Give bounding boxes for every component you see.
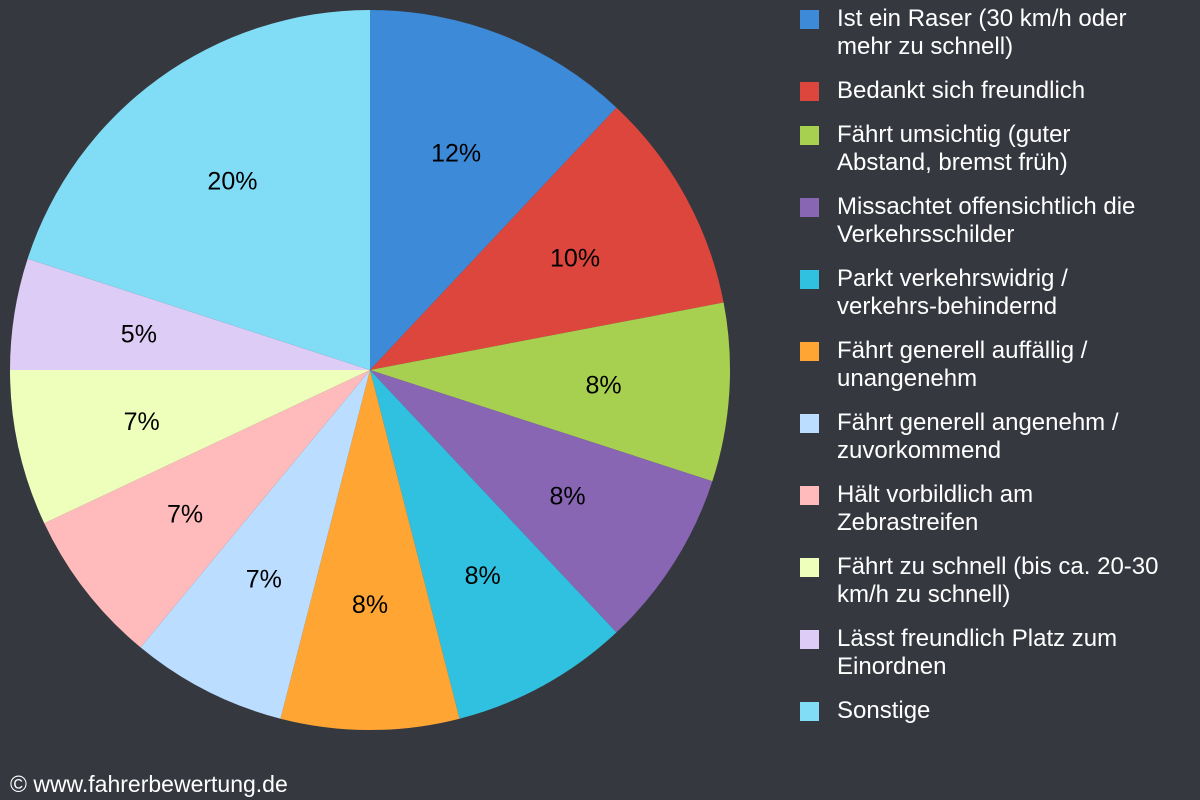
pie-slice <box>44 370 370 648</box>
legend-label: Bedankt sich freundlich <box>837 77 1086 104</box>
legend-label: Parkt verkehrswidrig / verkehrs-behinder… <box>837 265 1068 320</box>
pie-chart: 12% 10% 8% 8% 8% 8% 7% 7% 7% 5% 20% <box>10 10 731 730</box>
legend-item: Fährt zu schnell (bis ca. 20-30 km/h zu … <box>800 553 1190 609</box>
legend-swatch <box>800 198 819 217</box>
pie-slice <box>370 370 713 633</box>
slice-data-label: 20% <box>207 168 257 196</box>
pie-slice <box>370 302 731 482</box>
legend-swatch <box>800 558 819 577</box>
pie-slice <box>370 107 724 371</box>
legend-item: Hält vorbildlich am Zebrastreifen <box>800 481 1190 537</box>
legend-item: Sonstige <box>800 697 1190 725</box>
pie-slice <box>10 258 370 370</box>
pie-slice <box>140 370 370 719</box>
legend: Ist ein Raser (30 km/h oder mehr zu schn… <box>800 5 1190 725</box>
legend-label: Hält vorbildlich am Zebrastreifen <box>837 481 1034 536</box>
legend-swatch <box>800 486 819 505</box>
pie-slice <box>370 10 617 370</box>
legend-swatch <box>800 414 819 433</box>
pie-slice <box>280 370 460 730</box>
legend-label: Fährt umsichtig (guter Abstand, bremst f… <box>837 121 1071 176</box>
legend-label: Fährt generell angenehm / zuvorkommend <box>837 409 1119 464</box>
legend-label: Sonstige <box>837 697 931 724</box>
legend-label: Fährt zu schnell (bis ca. 20-30 km/h zu … <box>837 553 1159 608</box>
pie-slice <box>27 10 370 370</box>
legend-swatch <box>800 270 819 289</box>
pie-slice <box>10 370 370 524</box>
slice-data-label: 7% <box>167 500 203 528</box>
legend-item: Parkt verkehrswidrig / verkehrs-behinder… <box>800 265 1190 321</box>
slice-data-label: 7% <box>246 565 282 593</box>
legend-swatch <box>800 10 819 29</box>
legend-item: Fährt generell angenehm / zuvorkommend <box>800 409 1190 465</box>
legend-swatch <box>800 702 819 721</box>
legend-label: Ist ein Raser (30 km/h oder mehr zu schn… <box>837 5 1127 60</box>
legend-swatch <box>800 630 819 649</box>
slice-data-label: 10% <box>550 244 600 272</box>
copyright-credit: © www.fahrerbewertung.de <box>10 771 288 797</box>
legend-label: Fährt generell auffällig / unangenehm <box>837 337 1088 392</box>
slice-data-label: 8% <box>352 591 388 619</box>
legend-label: Missachtet offensichtlich die Verkehrssc… <box>837 193 1136 248</box>
slice-data-label: 5% <box>121 320 157 348</box>
pie-slice <box>370 370 617 719</box>
legend-item: Bedankt sich freundlich <box>800 77 1190 105</box>
slice-data-label: 8% <box>465 562 501 590</box>
legend-item: Fährt umsichtig (guter Abstand, bremst f… <box>800 121 1190 177</box>
legend-swatch <box>800 126 819 145</box>
legend-item: Lässt freundlich Platz zum Einordnen <box>800 625 1190 681</box>
legend-item: Ist ein Raser (30 km/h oder mehr zu schn… <box>800 5 1190 61</box>
slice-data-label: 12% <box>431 139 481 167</box>
legend-item: Fährt generell auffällig / unangenehm <box>800 337 1190 393</box>
legend-label: Lässt freundlich Platz zum Einordnen <box>837 625 1118 680</box>
legend-swatch <box>800 342 819 361</box>
legend-item: Missachtet offensichtlich die Verkehrssc… <box>800 193 1190 249</box>
slice-data-label: 8% <box>550 482 586 510</box>
slice-data-label: 7% <box>124 408 160 436</box>
legend-swatch <box>800 82 819 101</box>
slice-data-label: 8% <box>585 372 621 400</box>
